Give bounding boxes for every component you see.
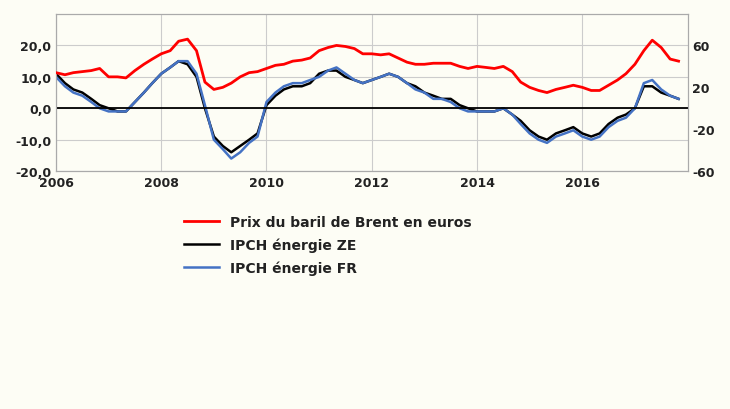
Prix du baril de Brent en euros bbox=[456, 65, 464, 70]
IPCH énergie FR bbox=[464, 110, 472, 115]
Line: IPCH énergie ZE: IPCH énergie ZE bbox=[56, 62, 679, 153]
IPCH énergie ZE bbox=[52, 72, 61, 77]
IPCH énergie ZE bbox=[139, 91, 148, 96]
Prix du baril de Brent en euros bbox=[482, 66, 491, 71]
Prix du baril de Brent en euros bbox=[411, 63, 420, 67]
IPCH énergie ZE bbox=[420, 91, 429, 96]
Prix du baril de Brent en euros bbox=[183, 38, 192, 43]
Legend: Prix du baril de Brent en euros, IPCH énergie ZE, IPCH énergie FR: Prix du baril de Brent en euros, IPCH én… bbox=[178, 210, 477, 281]
IPCH énergie ZE bbox=[174, 60, 183, 65]
Line: Prix du baril de Brent en euros: Prix du baril de Brent en euros bbox=[56, 40, 679, 93]
Prix du baril de Brent en euros bbox=[639, 49, 648, 54]
IPCH énergie FR bbox=[227, 157, 236, 162]
Prix du baril de Brent en euros bbox=[139, 63, 148, 67]
IPCH énergie ZE bbox=[464, 107, 472, 112]
IPCH énergie FR bbox=[52, 75, 61, 80]
IPCH énergie ZE bbox=[490, 110, 499, 115]
Prix du baril de Brent en euros bbox=[52, 71, 61, 76]
Line: IPCH énergie FR: IPCH énergie FR bbox=[56, 62, 679, 159]
IPCH énergie FR bbox=[490, 110, 499, 115]
IPCH énergie FR bbox=[675, 97, 683, 102]
Prix du baril de Brent en euros bbox=[675, 60, 683, 65]
IPCH énergie FR bbox=[280, 85, 288, 90]
IPCH énergie ZE bbox=[639, 85, 648, 90]
IPCH énergie ZE bbox=[675, 97, 683, 102]
IPCH énergie FR bbox=[420, 91, 429, 96]
Prix du baril de Brent en euros bbox=[271, 64, 280, 69]
IPCH énergie FR bbox=[639, 81, 648, 86]
IPCH énergie FR bbox=[139, 91, 148, 96]
Prix du baril de Brent en euros bbox=[542, 91, 551, 96]
IPCH énergie ZE bbox=[280, 88, 288, 93]
IPCH énergie ZE bbox=[227, 151, 236, 155]
IPCH énergie FR bbox=[174, 60, 183, 65]
